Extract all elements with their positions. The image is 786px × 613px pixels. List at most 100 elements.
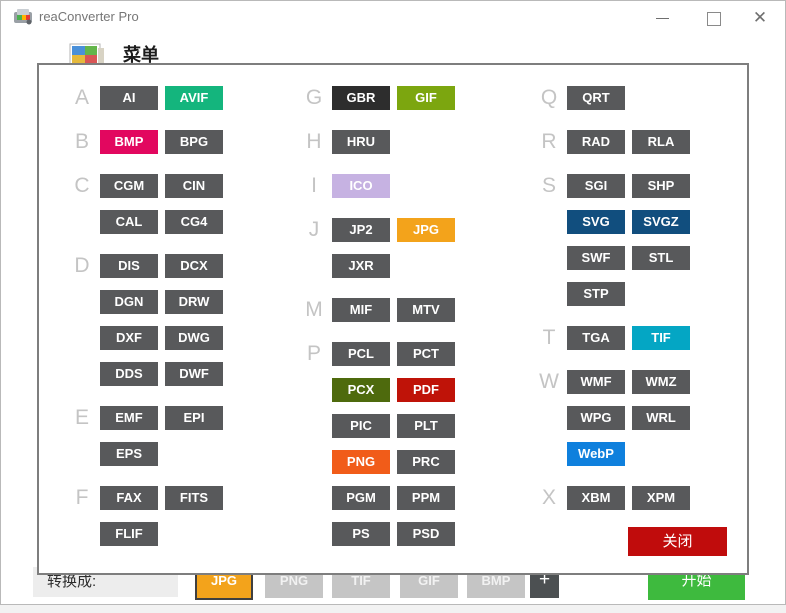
format-button-shp[interactable]: SHP (632, 174, 690, 198)
format-button-rad[interactable]: RAD (567, 130, 625, 154)
group-letter: T (542, 326, 556, 349)
format-button-bmp[interactable]: BMP (100, 130, 158, 154)
group-letter: I (311, 174, 317, 197)
format-button-eps[interactable]: EPS (100, 442, 158, 466)
format-group-a: A AI AVIF (71, 86, 223, 110)
format-button-xbm[interactable]: XBM (567, 486, 625, 510)
group-letter: M (305, 298, 323, 321)
format-button-wmz[interactable]: WMZ (632, 370, 690, 394)
format-button-fax[interactable]: FAX (100, 486, 158, 510)
format-group-f: F FAX FITS FLIF (71, 486, 223, 546)
format-group-x: X XBM XPM (538, 486, 690, 510)
format-group-r: R RAD RLA (538, 130, 690, 154)
format-button-ps[interactable]: PS (332, 522, 390, 546)
format-button-dis[interactable]: DIS (100, 254, 158, 278)
format-button-webp[interactable]: WebP (567, 442, 625, 466)
format-button-swf[interactable]: SWF (567, 246, 625, 270)
group-letter: C (74, 174, 90, 197)
format-button-mif[interactable]: MIF (332, 298, 390, 322)
format-group-d: D DIS DCX DGN DRW DXF DWG DDS DWF (71, 254, 223, 386)
menu-label: 菜单 (123, 45, 159, 65)
format-column-3: Q QRT R RAD RLA S SGI SHP SVG SVGZ SWF STL STP T TGA TI… (538, 86, 690, 530)
format-button-dgn[interactable]: DGN (100, 290, 158, 314)
format-button-pdf[interactable]: PDF (397, 378, 455, 402)
format-button-hru[interactable]: HRU (332, 130, 390, 154)
close-dialog-button[interactable]: 关闭 (628, 527, 727, 556)
format-button-plt[interactable]: PLT (397, 414, 455, 438)
format-button-flif[interactable]: FLIF (100, 522, 158, 546)
format-button-pgm[interactable]: PGM (332, 486, 390, 510)
format-button-emf[interactable]: EMF (100, 406, 158, 430)
format-group-s: S SGI SHP SVG SVGZ SWF STL STP (538, 174, 690, 306)
format-button-avif[interactable]: AVIF (165, 86, 223, 110)
group-letter: J (308, 218, 320, 241)
format-button-wmf[interactable]: WMF (567, 370, 625, 394)
group-letter: S (541, 174, 556, 197)
format-button-tif[interactable]: TIF (632, 326, 690, 350)
format-group-h: H HRU (303, 130, 455, 154)
format-button-svg[interactable]: SVG (567, 210, 625, 234)
format-button-wrl[interactable]: WRL (632, 406, 690, 430)
format-button-cal[interactable]: CAL (100, 210, 158, 234)
format-button-png[interactable]: PNG (332, 450, 390, 474)
format-button-dwf[interactable]: DWF (165, 362, 223, 386)
format-button-tga[interactable]: TGA (567, 326, 625, 350)
maximize-icon (707, 12, 721, 26)
format-button-jxr[interactable]: JXR (332, 254, 390, 278)
format-button-qrt[interactable]: QRT (567, 86, 625, 110)
format-button-mtv[interactable]: MTV (397, 298, 455, 322)
format-button-cin[interactable]: CIN (165, 174, 223, 198)
group-letter: Q (540, 86, 558, 109)
format-button-pct[interactable]: PCT (397, 342, 455, 366)
format-button-epi[interactable]: EPI (165, 406, 223, 430)
app-icon (14, 9, 32, 25)
group-letter: F (75, 486, 89, 509)
format-button-cg4[interactable]: CG4 (165, 210, 223, 234)
minimize-button[interactable] (647, 5, 677, 31)
group-letter: P (306, 342, 321, 365)
format-button-xpm[interactable]: XPM (632, 486, 690, 510)
format-group-t: T TGA TIF (538, 326, 690, 350)
format-button-pcx[interactable]: PCX (332, 378, 390, 402)
format-button-dwg[interactable]: DWG (165, 326, 223, 350)
close-window-button[interactable]: ✕ (752, 8, 768, 27)
format-button-drw[interactable]: DRW (165, 290, 223, 314)
group-letter: H (306, 130, 322, 153)
format-button-ai[interactable]: AI (100, 86, 158, 110)
format-column-1: A AI AVIF B BMP BPG C CGM CIN CAL CG4 D DIS DCX DGN DRW… (71, 86, 223, 566)
format-button-dds[interactable]: DDS (100, 362, 158, 386)
format-button-pcl[interactable]: PCL (332, 342, 390, 366)
format-button-ppm[interactable]: PPM (397, 486, 455, 510)
format-button-svgz[interactable]: SVGZ (632, 210, 690, 234)
format-group-m: M MIF MTV (303, 298, 455, 322)
format-button-gbr[interactable]: GBR (332, 86, 390, 110)
format-button-rla[interactable]: RLA (632, 130, 690, 154)
format-button-wpg[interactable]: WPG (567, 406, 625, 430)
format-button-ico[interactable]: ICO (332, 174, 390, 198)
format-group-p: P PCL PCT PCX PDF PIC PLT PNG PRC PGM PPM PS PSD (303, 342, 455, 546)
menu-image-icon (69, 43, 104, 68)
format-group-i: I ICO (303, 174, 455, 198)
format-button-dcx[interactable]: DCX (165, 254, 223, 278)
format-group-c: C CGM CIN CAL CG4 (71, 174, 223, 234)
format-button-stp[interactable]: STP (567, 282, 625, 306)
format-button-pic[interactable]: PIC (332, 414, 390, 438)
format-button-stl[interactable]: STL (632, 246, 690, 270)
format-button-sgi[interactable]: SGI (567, 174, 625, 198)
format-button-bpg[interactable]: BPG (165, 130, 223, 154)
group-letter: D (74, 254, 90, 277)
format-button-jpg[interactable]: JPG (397, 218, 455, 242)
format-button-fits[interactable]: FITS (165, 486, 223, 510)
maximize-button[interactable] (699, 5, 729, 31)
format-button-jp2[interactable]: JP2 (332, 218, 390, 242)
group-letter: B (74, 130, 89, 153)
format-button-dxf[interactable]: DXF (100, 326, 158, 350)
format-button-cgm[interactable]: CGM (100, 174, 158, 198)
formats-dialog: A AI AVIF B BMP BPG C CGM CIN CAL CG4 D DIS DCX DGN DRW… (37, 63, 749, 575)
format-button-psd[interactable]: PSD (397, 522, 455, 546)
menu-item[interactable]: 菜单 (69, 41, 159, 68)
format-button-prc[interactable]: PRC (397, 450, 455, 474)
format-button-gif[interactable]: GIF (397, 86, 455, 110)
format-group-g: G GBR GIF (303, 86, 455, 110)
